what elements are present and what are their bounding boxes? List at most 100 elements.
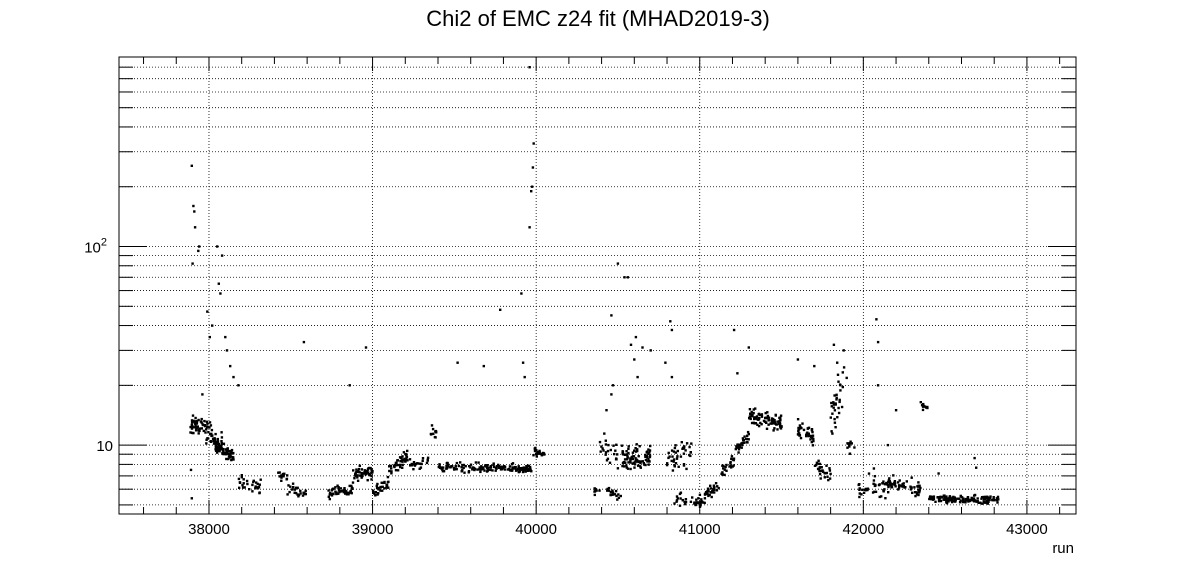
data-point bbox=[527, 465, 530, 468]
data-point bbox=[741, 443, 744, 447]
data-point bbox=[228, 456, 231, 459]
data-point bbox=[376, 482, 379, 486]
data-point bbox=[248, 488, 251, 491]
data-point bbox=[888, 480, 891, 483]
data-point bbox=[767, 423, 770, 426]
data-point bbox=[706, 487, 710, 490]
data-point bbox=[227, 457, 230, 461]
data-point bbox=[746, 430, 750, 434]
data-point bbox=[644, 455, 647, 458]
data-point bbox=[679, 455, 683, 458]
data-point bbox=[626, 276, 629, 279]
data-point bbox=[237, 477, 241, 481]
data-point bbox=[741, 441, 744, 445]
data-point bbox=[209, 424, 213, 427]
data-point bbox=[878, 495, 881, 499]
data-point bbox=[405, 454, 408, 458]
data-point bbox=[634, 459, 638, 462]
data-point bbox=[217, 442, 220, 446]
data-point bbox=[883, 483, 887, 486]
data-point bbox=[641, 346, 644, 349]
data-point bbox=[683, 500, 686, 504]
data-point bbox=[639, 466, 642, 469]
data-point bbox=[611, 491, 615, 494]
data-point bbox=[812, 437, 815, 441]
data-point bbox=[672, 458, 676, 461]
data-point bbox=[398, 463, 402, 467]
data-point bbox=[710, 495, 713, 499]
data-point bbox=[292, 486, 295, 489]
data-point bbox=[962, 498, 965, 501]
data-point bbox=[360, 475, 363, 478]
data-point bbox=[987, 500, 990, 503]
data-point bbox=[985, 495, 989, 498]
data-point bbox=[535, 452, 538, 455]
data-point bbox=[214, 442, 217, 446]
data-point bbox=[208, 335, 211, 339]
data-point bbox=[736, 443, 739, 446]
data-point bbox=[455, 468, 458, 471]
data-point bbox=[716, 485, 719, 488]
data-point bbox=[810, 440, 813, 444]
data-point bbox=[394, 469, 398, 472]
data-point bbox=[806, 427, 810, 430]
data-point bbox=[201, 393, 204, 396]
data-point bbox=[684, 449, 687, 452]
data-point bbox=[541, 453, 544, 456]
x-tick-label: 42000 bbox=[842, 521, 884, 538]
data-point bbox=[837, 406, 840, 410]
data-point bbox=[603, 432, 606, 435]
data-point bbox=[214, 445, 217, 448]
data-point bbox=[401, 458, 404, 461]
data-point bbox=[360, 468, 364, 471]
data-point bbox=[919, 401, 922, 404]
data-point bbox=[737, 448, 741, 451]
data-point bbox=[334, 490, 337, 493]
data-point bbox=[538, 449, 541, 453]
data-point bbox=[621, 452, 624, 456]
data-point bbox=[681, 499, 684, 502]
data-point bbox=[763, 420, 767, 423]
data-point bbox=[996, 501, 999, 504]
data-point bbox=[484, 464, 487, 467]
data-point bbox=[615, 494, 618, 498]
data-point bbox=[689, 500, 693, 503]
data-point bbox=[593, 493, 596, 497]
data-point bbox=[846, 442, 849, 445]
data-point bbox=[702, 501, 705, 504]
data-point bbox=[731, 465, 734, 468]
data-point bbox=[837, 411, 841, 415]
data-point bbox=[776, 428, 779, 431]
data-point bbox=[194, 420, 197, 424]
data-point bbox=[402, 451, 406, 454]
data-point bbox=[521, 470, 525, 474]
data-point bbox=[668, 455, 671, 458]
data-point bbox=[747, 346, 750, 349]
data-point bbox=[713, 488, 716, 491]
data-point bbox=[293, 491, 296, 494]
data-point bbox=[354, 474, 357, 477]
data-point bbox=[932, 495, 936, 498]
data-point bbox=[228, 449, 232, 453]
data-point bbox=[520, 292, 523, 295]
data-point bbox=[964, 498, 968, 502]
data-point bbox=[894, 409, 898, 412]
data-point bbox=[259, 478, 262, 481]
data-point bbox=[385, 483, 388, 486]
data-point bbox=[634, 457, 637, 460]
data-point bbox=[350, 484, 353, 488]
data-point bbox=[194, 426, 198, 429]
data-point bbox=[197, 249, 200, 253]
data-point bbox=[377, 486, 380, 490]
data-point bbox=[621, 464, 624, 468]
data-point bbox=[202, 423, 205, 427]
data-point bbox=[942, 498, 945, 501]
data-point bbox=[643, 463, 646, 466]
data-point bbox=[835, 398, 838, 401]
data-point bbox=[917, 485, 920, 488]
data-point bbox=[992, 498, 995, 501]
data-point bbox=[887, 484, 890, 487]
data-point bbox=[898, 479, 901, 482]
data-point bbox=[958, 501, 962, 504]
data-point bbox=[802, 428, 806, 432]
